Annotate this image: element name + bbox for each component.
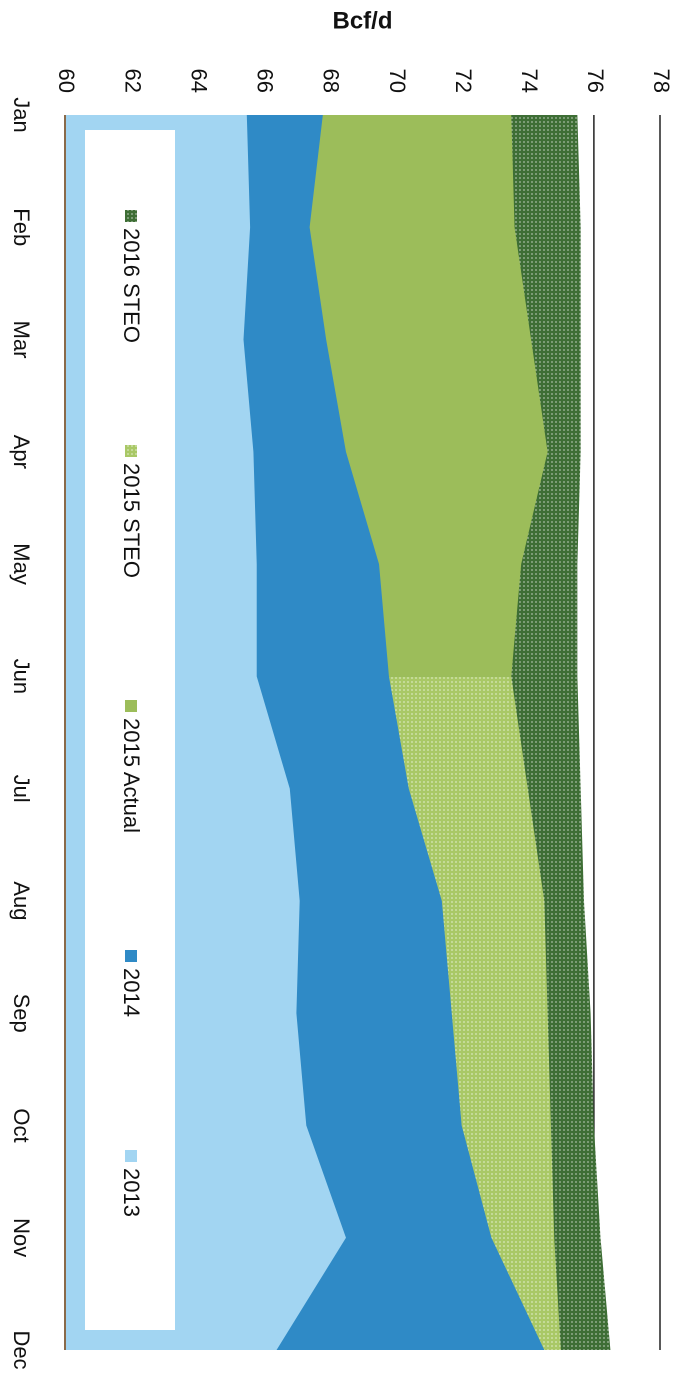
- y-tick-label: 60: [54, 69, 79, 93]
- x-tick-label: Sep: [9, 994, 34, 1033]
- y-tick-label: 66: [253, 69, 278, 93]
- y-tick-label: 70: [385, 69, 410, 93]
- axis-title: Bcf/d: [333, 7, 393, 34]
- y-tick-label: 68: [319, 69, 344, 93]
- legend-swatch: [125, 445, 137, 457]
- legend-swatch: [125, 700, 137, 712]
- x-tick-label: May: [9, 543, 34, 585]
- x-tick-label: Jan: [9, 97, 34, 132]
- x-tick-label: Apr: [9, 435, 34, 469]
- x-tick-label: Jun: [9, 659, 34, 694]
- legend: 2016 STEO 2015 STEO 2015 Actual 2014 2013: [85, 130, 175, 1330]
- x-tick-label: Aug: [9, 881, 34, 920]
- y-tick-label: 76: [583, 69, 608, 93]
- legend-swatch: [125, 950, 137, 962]
- x-tick-label: Mar: [9, 321, 34, 359]
- y-tick-label: 78: [649, 69, 674, 93]
- rotated-chart: 60 62 64 66 68 70 72 74 76 78 Bcf/d Jan Feb Mar Apr May…: [9, 7, 674, 1369]
- legend-label: 2013: [119, 1168, 144, 1217]
- y-tick-label: 74: [517, 69, 542, 93]
- x-tick-label: Oct: [9, 1108, 34, 1142]
- x-tick-label: Dec: [9, 1330, 34, 1369]
- legend-label: 2016 STEO: [119, 228, 144, 343]
- legend-label: 2015 Actual: [119, 718, 144, 833]
- legend-label: 2014: [119, 968, 144, 1017]
- legend-swatch: [125, 210, 137, 222]
- legend-label: 2015 STEO: [119, 463, 144, 578]
- x-tick-label: Jul: [9, 775, 34, 803]
- legend-box: [85, 130, 175, 1330]
- x-tick-label: Nov: [9, 1218, 34, 1257]
- y-tick-label: 72: [451, 69, 476, 93]
- x-tick-label: Feb: [9, 208, 34, 246]
- legend-swatch: [125, 1150, 137, 1162]
- y-tick-label: 62: [120, 69, 145, 93]
- y-tick-label: 64: [186, 69, 211, 93]
